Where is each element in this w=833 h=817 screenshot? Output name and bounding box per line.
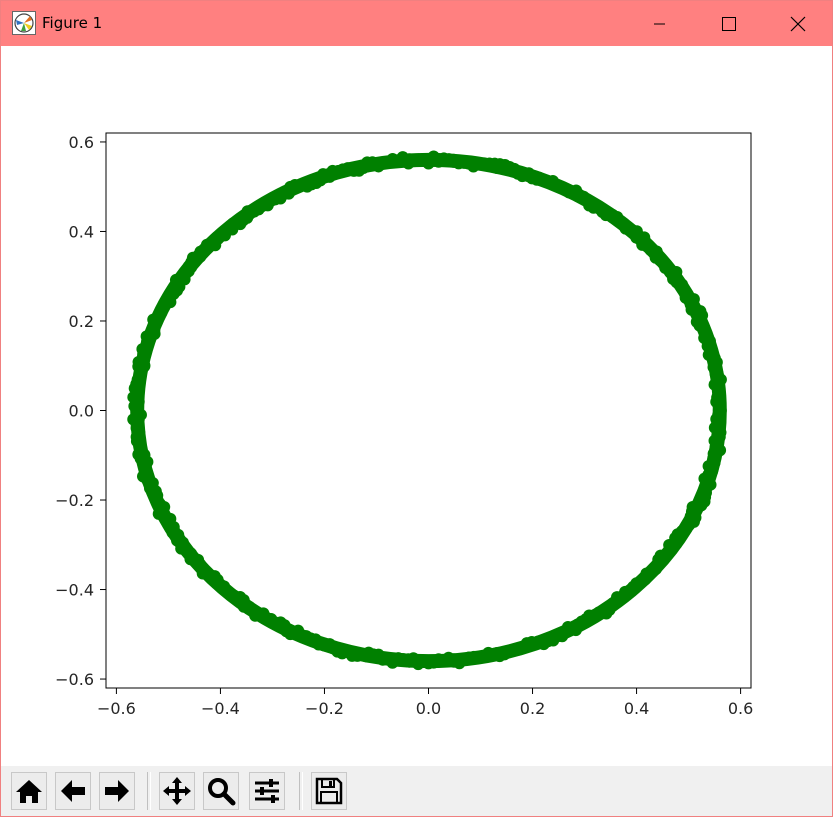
- pan-button[interactable]: [159, 772, 195, 810]
- scatter-chart: −0.6 −0.4 −0.2 0.0 0.2 0.4 0.6 −0.6 −0.4 −0.2 0.0 0…: [55, 132, 753, 718]
- x-tick-label: 0.6: [728, 699, 753, 718]
- forward-button[interactable]: [99, 772, 135, 810]
- sliders-icon: [255, 779, 279, 803]
- arrow-left-icon: [61, 780, 85, 802]
- matplotlib-logo-icon: [12, 11, 36, 35]
- x-tick-label: −0.6: [97, 699, 136, 718]
- close-icon: [790, 16, 806, 31]
- toolbar-separator: [147, 772, 151, 810]
- save-button[interactable]: [311, 772, 347, 810]
- y-tick-label: −0.2: [55, 491, 94, 510]
- plot-canvas[interactable]: −0.6 −0.4 −0.2 0.0 0.2 0.4 0.6 −0.6 −0.4 −0.2 0.0 0…: [1, 47, 832, 765]
- data-point: [694, 305, 707, 318]
- maximize-icon: [722, 16, 736, 31]
- zoom-button[interactable]: [203, 772, 239, 810]
- y-tick-label: −0.6: [55, 670, 94, 689]
- arrow-right-icon: [105, 780, 129, 802]
- x-tick-label: −0.2: [305, 699, 344, 718]
- configure-subplots-button[interactable]: [249, 772, 285, 810]
- back-button[interactable]: [55, 772, 91, 810]
- x-tick-label: −0.4: [201, 699, 240, 718]
- move-icon: [163, 777, 191, 805]
- home-button[interactable]: [11, 772, 47, 810]
- data-point: [712, 408, 725, 421]
- y-tick-label: −0.4: [55, 581, 94, 600]
- x-tick-label: 0.4: [624, 699, 649, 718]
- y-tick-label: 0.6: [69, 133, 94, 152]
- window-title: Figure 1: [42, 14, 103, 32]
- maximize-button[interactable]: [706, 1, 752, 46]
- minimize-button[interactable]: [637, 1, 683, 46]
- y-tick-label: 0.2: [69, 312, 94, 331]
- x-tick-label: 0.2: [520, 699, 545, 718]
- close-button[interactable]: [775, 1, 821, 46]
- x-tick-label: 0.0: [416, 699, 441, 718]
- y-tick-label: 0.0: [69, 402, 94, 421]
- y-tick-label: 0.4: [69, 222, 94, 241]
- minimize-icon: [654, 23, 665, 24]
- toolbar-separator: [299, 772, 303, 810]
- title-bar[interactable]: Figure 1: [1, 1, 832, 46]
- magnifier-icon: [208, 778, 236, 806]
- navigation-toolbar: [1, 766, 832, 816]
- home-icon: [16, 780, 42, 803]
- axes-frame: [105, 132, 752, 689]
- floppy-disk-icon: [315, 777, 343, 805]
